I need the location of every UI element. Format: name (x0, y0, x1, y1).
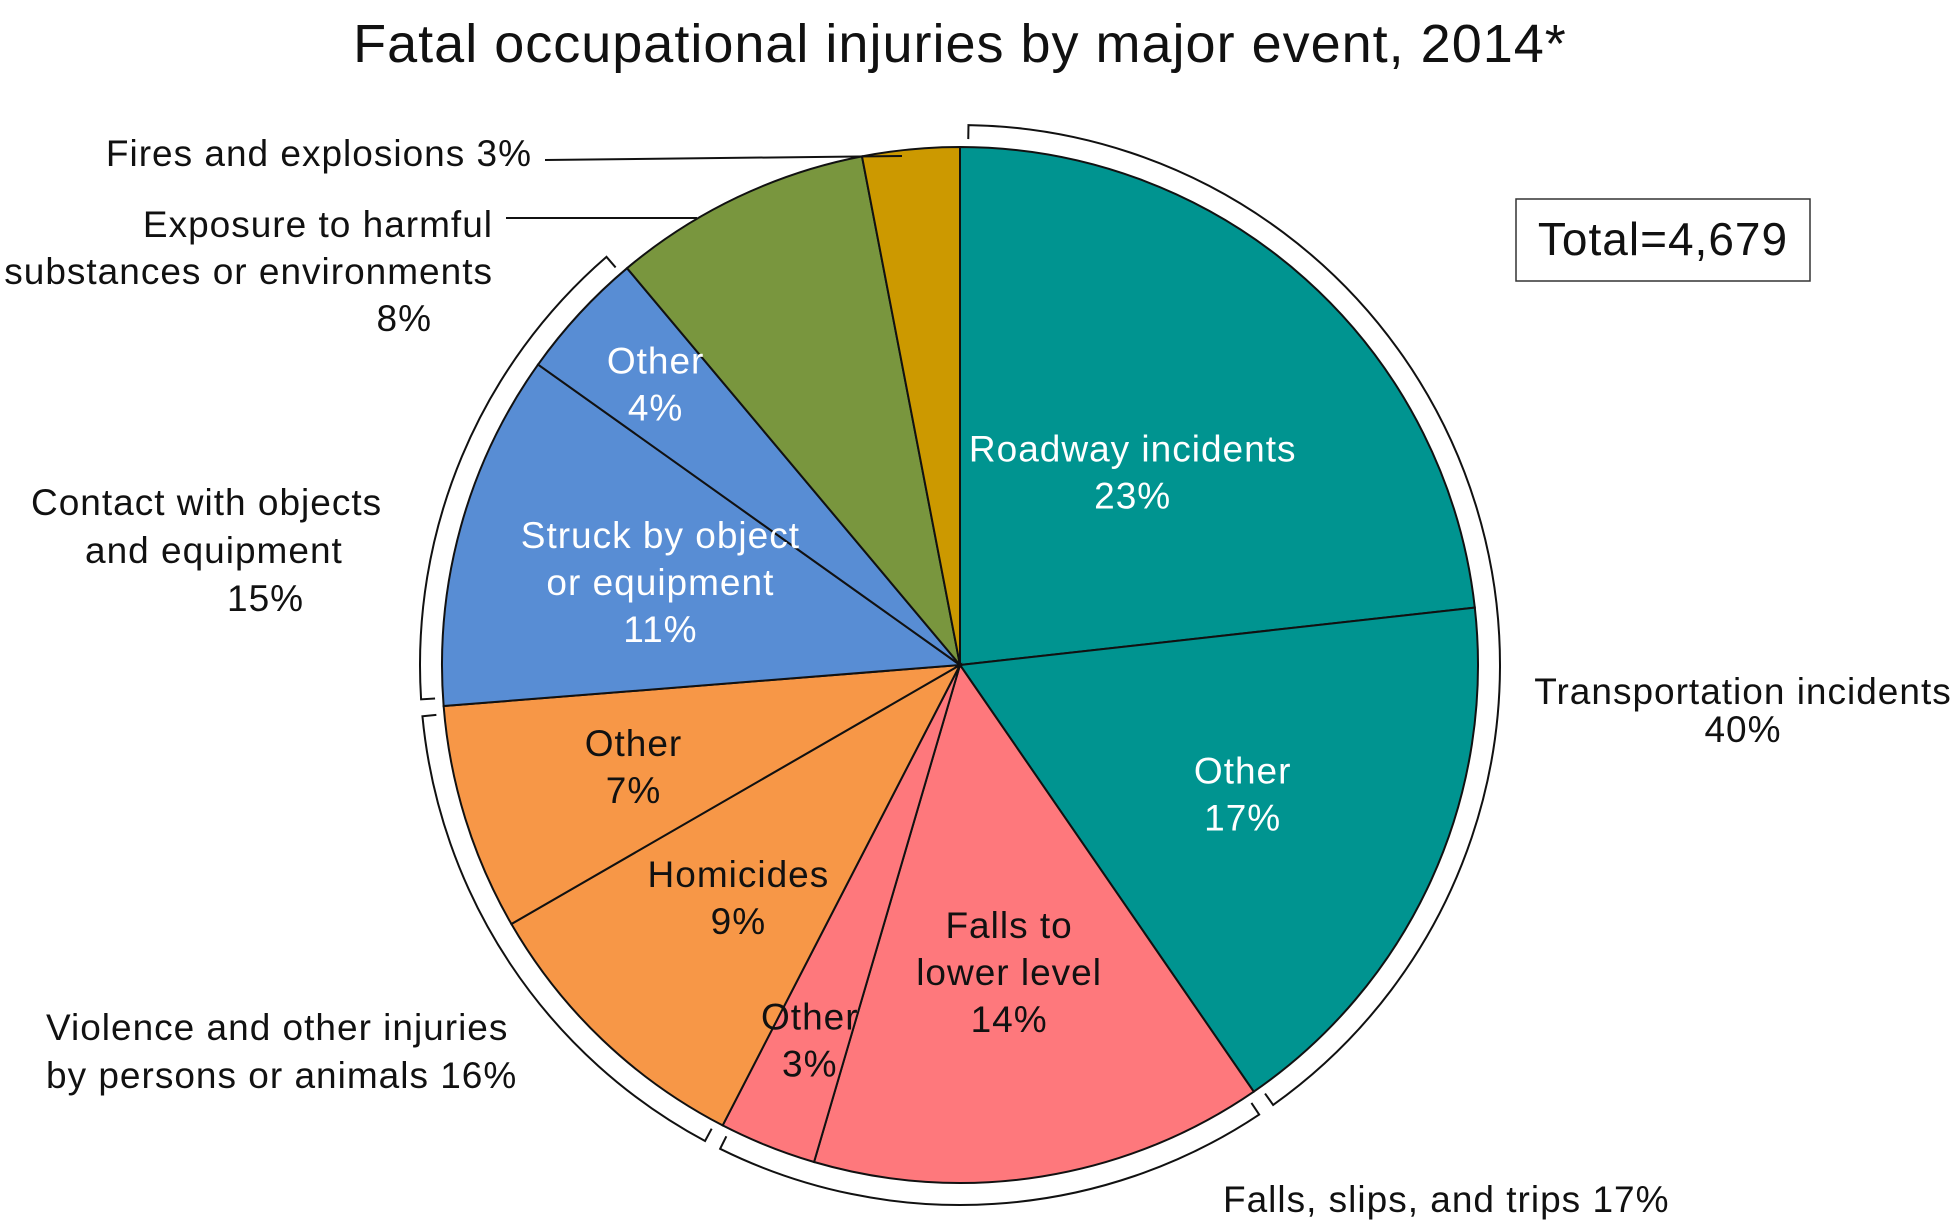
slice-label-transportation-roadway-incidents-line: Roadway incidents (969, 429, 1297, 470)
group-label-exposure-line: Exposure to harmful (143, 204, 493, 245)
group-label-transportation-line: 40% (1704, 709, 1781, 750)
group-label-transportation-line: Transportation incidents (1534, 671, 1952, 712)
slice-label-contact-other: Other 4% (607, 340, 705, 428)
slice-label-falls-other: Other 3% (761, 997, 859, 1085)
group-label-contact-line: 15% (227, 578, 304, 619)
slice-label-transportation-other: Other 17% (1194, 751, 1292, 839)
group-label-exposure: Exposure to harmful substances or environ… (4, 204, 493, 339)
slice-violence-other (442, 664, 961, 926)
slice-label-contact-struck-by-object-or-equipment: Struck by object or equipment 11% (521, 515, 800, 650)
group-label-violence-line: Violence and other injuries (46, 1007, 508, 1048)
slice-label-contact-other-line: 4% (628, 387, 683, 428)
slice-label-transportation-other-line: Other (1194, 751, 1292, 792)
slice-label-contact-other-line: Other (607, 340, 705, 381)
slice-label-falls-falls-to-lower-level-line: lower level (916, 952, 1102, 993)
total-box: Total=4,679 (1515, 198, 1811, 282)
group-brackets (419, 124, 1501, 1206)
slice-label-contact-struck-by-object-or-equipment-line: 11% (623, 609, 697, 650)
slice-label-falls-other-line: 3% (782, 1044, 837, 1085)
slice-contact-struck-by-object-or-equipment (441, 363, 963, 708)
group-labels: Transportation incidents 40% Falls, slips,… (4, 133, 1952, 1220)
slice-label-contact-struck-by-object-or-equipment-line: or equipment (546, 562, 774, 603)
chart-title: Fatal occupational injuries by major eve… (353, 14, 1567, 74)
group-label-falls: Falls, slips, and trips 17% (1223, 1179, 1670, 1220)
slice-label-violence-homicides: Homicides 9% (648, 854, 830, 942)
group-label-contact-line: Contact with objects (31, 482, 382, 523)
slice-label-transportation-roadway-incidents-line: 23% (1094, 476, 1171, 517)
slice-label-violence-homicides-line: 9% (711, 901, 766, 942)
group-label-fires-line: Fires and explosions 3% (106, 133, 532, 174)
slice-label-falls-falls-to-lower-level-line: 14% (971, 999, 1048, 1040)
slice-label-transportation-roadway-incidents: Roadway incidents 23% (969, 429, 1297, 517)
group-label-exposure-line: 8% (377, 298, 432, 339)
slice-label-violence-other-line: 7% (606, 770, 661, 811)
slice-label-violence-other-line: Other (585, 723, 683, 764)
slice-falls-falls-to-lower-level (812, 662, 1256, 1185)
leader-fires (544, 155, 903, 161)
slice-label-falls-other-line: Other (761, 997, 859, 1038)
slice-exposure (625, 155, 962, 669)
pie-slices (441, 145, 1479, 1185)
bracket-contact (419, 255, 617, 701)
slice-label-falls-falls-to-lower-level: Falls to lower level 14% (916, 905, 1102, 1040)
group-label-violence: Violence and other injuries by persons or… (46, 1007, 517, 1096)
slice-transportation-other (958, 606, 1479, 1094)
slice-violence-homicides (510, 662, 963, 1127)
slice-transportation-roadway-incidents (959, 145, 1476, 667)
total-label: Total=4,679 (1538, 213, 1788, 265)
group-label-contact: Contact with objects and equipment 15% (31, 482, 382, 619)
bracket-falls (718, 1102, 1261, 1206)
slice-label-falls-falls-to-lower-level-line: Falls to (945, 905, 1072, 946)
total-box-frame (1515, 198, 1811, 282)
group-label-transportation: Transportation incidents 40% (1534, 671, 1952, 750)
slice-label-contact-struck-by-object-or-equipment-line: Struck by object (521, 515, 800, 556)
slice-label-violence-other: Other 7% (585, 723, 683, 811)
slice-label-violence-homicides-line: Homicides (648, 854, 830, 895)
group-label-contact-line: and equipment (85, 530, 343, 571)
group-label-violence-line: by persons or animals 16% (46, 1055, 517, 1096)
bracket-transportation (967, 124, 1501, 1107)
group-label-falls-line: Falls, slips, and trips 17% (1223, 1179, 1670, 1220)
slice-labels: Roadway incidents 23% Other 17% Falls to lowe… (521, 340, 1297, 1085)
group-label-exposure-line: substances or environments (4, 251, 493, 292)
bracket-violence (421, 713, 713, 1143)
slice-label-transportation-other-line: 17% (1204, 798, 1281, 839)
group-label-fires: Fires and explosions 3% (106, 133, 532, 174)
